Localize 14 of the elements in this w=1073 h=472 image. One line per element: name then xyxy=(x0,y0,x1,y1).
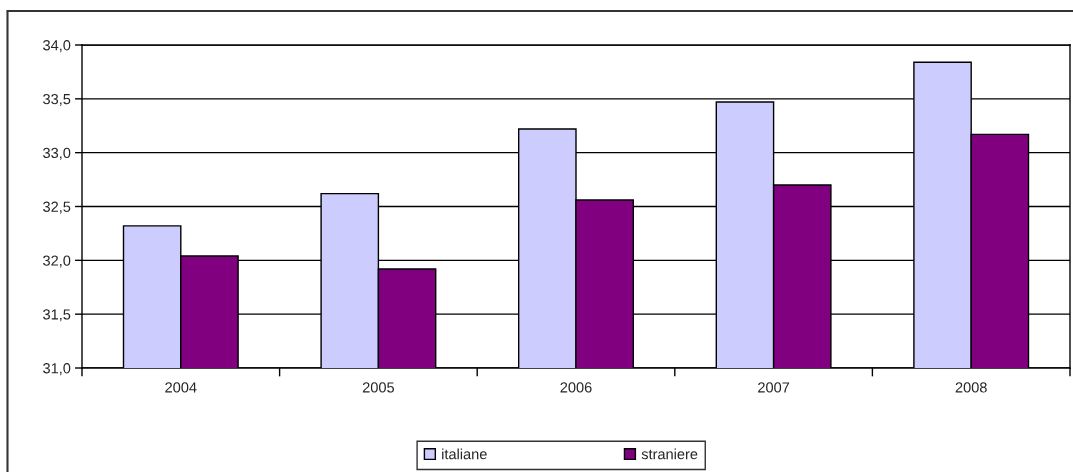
x-tick-label: 2006 xyxy=(560,382,592,393)
x-tick-label: 2005 xyxy=(362,382,395,393)
x-tick-label: 2007 xyxy=(758,382,790,393)
y-tick-label: 31,0 xyxy=(43,363,71,376)
legend-label: straniere xyxy=(641,448,698,460)
y-tick-label: 34,0 xyxy=(43,40,71,53)
y-tick-label: 31,5 xyxy=(43,309,71,322)
y-tick-label: 32,5 xyxy=(43,201,71,214)
x-tick-label: 2008 xyxy=(955,382,987,393)
x-tick-label: 2004 xyxy=(165,382,197,393)
legend-label: italiane xyxy=(442,448,487,460)
y-tick-label: 33,0 xyxy=(43,147,71,160)
y-tick-label: 32,0 xyxy=(43,255,71,268)
y-tick-label: 33,5 xyxy=(43,93,71,106)
